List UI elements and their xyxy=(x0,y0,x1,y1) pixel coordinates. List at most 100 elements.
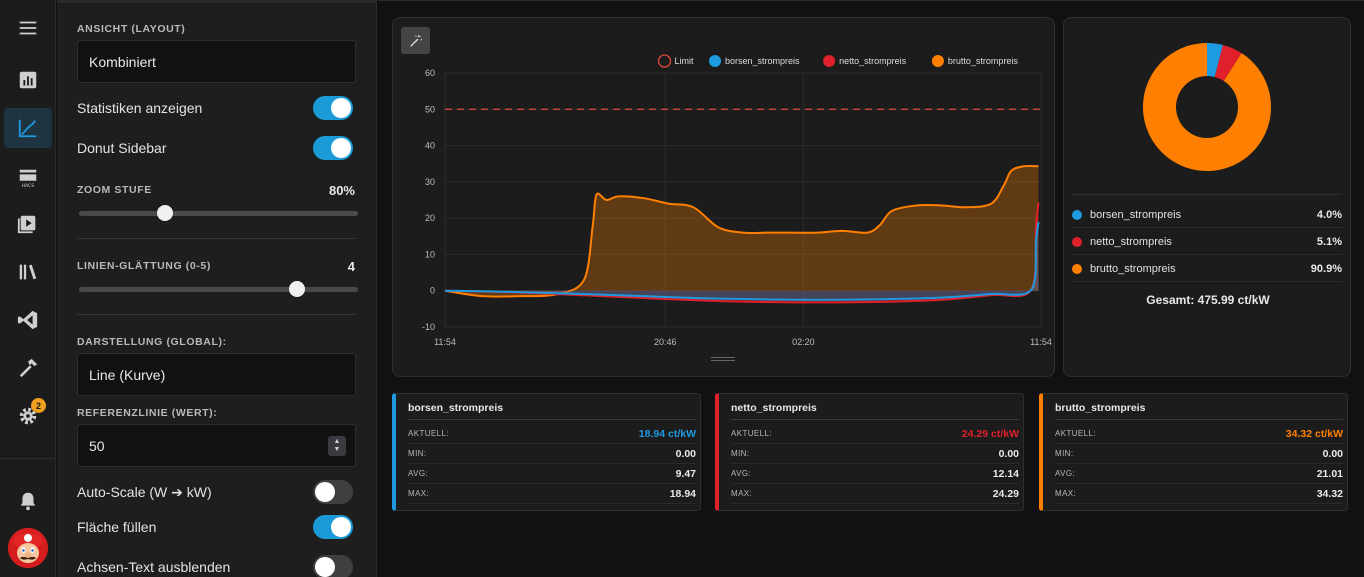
stat-value: 0.00 xyxy=(675,447,696,460)
donut-legend-row: netto_strompreis 5.1% xyxy=(1072,229,1342,255)
y-tick-label: -10 xyxy=(422,322,435,332)
legend-dot xyxy=(1072,263,1082,274)
zoom-slider[interactable] xyxy=(79,205,358,221)
autoscale-toggle[interactable] xyxy=(313,480,353,504)
rail-item-settings[interactable]: 2 xyxy=(4,396,52,436)
rail-item-hacs[interactable]: HACS xyxy=(4,158,52,198)
stat-row: MIN: 0.00 xyxy=(408,444,696,464)
icon-rail: HACS 2 xyxy=(0,0,56,577)
rail-item-developer-tools[interactable] xyxy=(4,348,52,388)
stat-card-title: brutto_strompreis xyxy=(1055,402,1146,414)
stat-key: MIN: xyxy=(731,449,750,458)
borsen_strompreis-line xyxy=(444,221,1040,301)
divider xyxy=(1055,419,1343,420)
show-stats-toggle[interactable] xyxy=(313,96,353,120)
stat-row: MIN: 0.00 xyxy=(1055,444,1343,464)
auto-button[interactable] xyxy=(401,27,430,54)
stat-card-title: netto_strompreis xyxy=(731,402,817,414)
rail-item-energy[interactable] xyxy=(4,60,52,100)
y-tick-label: 0 xyxy=(430,286,435,296)
stat-row: MIN: 0.00 xyxy=(731,444,1019,464)
rail-item-library[interactable] xyxy=(4,252,52,292)
stat-value: 34.32 ct/kW xyxy=(1285,427,1343,440)
rail-item-history[interactable] xyxy=(4,108,52,148)
zoom-label: ZOOM STUFE xyxy=(77,184,152,196)
x-tick-label: 11:54 xyxy=(1030,337,1052,347)
rail-divider xyxy=(0,458,56,459)
display-label: DARSTELLUNG (GLOBAL): xyxy=(77,336,227,348)
brutto_strompreis-slice xyxy=(1143,43,1271,172)
divider xyxy=(731,419,1019,420)
stat-key: MAX: xyxy=(408,489,430,498)
hacs-icon: HACS xyxy=(19,169,37,189)
donut-legend-pct: 5.1% xyxy=(1316,235,1342,248)
stat-key: AVG: xyxy=(731,469,752,478)
stat-value: 0.00 xyxy=(1322,447,1343,460)
stat-key: MIN: xyxy=(1055,449,1074,458)
menu-button[interactable] xyxy=(4,8,52,48)
hide-axis-text-toggle[interactable] xyxy=(313,555,353,577)
main-content: 60 50 40 30 20 10 0 -10 11:54 20:46 02:20 11:54 Lim… xyxy=(378,0,1364,577)
borsen_strompreis-slice xyxy=(1207,43,1223,77)
gear-icon xyxy=(19,407,37,425)
stepper-down-icon[interactable]: ▼ xyxy=(333,446,341,453)
user-avatar[interactable] xyxy=(8,528,48,568)
smoothing-label: LINIEN-GLÄTTUNG (0-5) xyxy=(77,260,211,272)
menu-icon xyxy=(19,21,37,35)
resize-handle[interactable] xyxy=(711,357,735,361)
rail-item-notifications[interactable] xyxy=(4,481,52,521)
legend-label: Limit xyxy=(675,56,695,66)
donut-legend-name: borsen_strompreis xyxy=(1090,208,1182,221)
smoothing-value: 4 xyxy=(347,259,355,274)
layout-select[interactable]: Kombiniert xyxy=(77,40,356,83)
magic-wand-icon xyxy=(409,34,422,47)
bar-chart-icon xyxy=(19,71,37,89)
stat-card-borsen_strompreis: borsen_strompreis AKTUELL: 18.94 ct/kW MIN:… xyxy=(392,393,701,511)
stat-value: 34.32 xyxy=(1316,487,1343,500)
donut-legend-name: netto_strompreis xyxy=(1090,235,1172,248)
stepper-up-icon[interactable]: ▲ xyxy=(333,438,341,445)
stat-value: 21.01 xyxy=(1316,467,1343,480)
stat-key: AVG: xyxy=(408,469,429,478)
toggle-knob xyxy=(331,98,351,118)
stat-row: MAX: 18.94 xyxy=(408,484,696,504)
stat-row: AVG: 21.01 xyxy=(1055,464,1343,484)
donut-sidebar-toggle[interactable] xyxy=(313,136,353,160)
stat-key: MIN: xyxy=(408,449,427,458)
donut-total: Gesamt: 475.99 ct/kW xyxy=(1146,293,1270,307)
brutto_strompreis-line xyxy=(444,164,1039,298)
bell-icon xyxy=(20,492,36,511)
zoom-slider-thumb[interactable] xyxy=(157,205,174,221)
zoom-value: 80% xyxy=(328,183,355,198)
donut-sidebar-label: Donut Sidebar xyxy=(77,140,167,156)
media-icon xyxy=(17,215,36,234)
number-stepper[interactable]: ▲ ▼ xyxy=(328,436,346,456)
rail-item-vscode[interactable] xyxy=(4,300,52,340)
y-tick-label: 50 xyxy=(425,104,435,114)
smoothing-slider[interactable] xyxy=(79,281,358,297)
divider xyxy=(1072,194,1342,195)
stat-row: AVG: 9.47 xyxy=(408,464,696,484)
y-tick-label: 20 xyxy=(425,213,435,223)
display-select[interactable]: Line (Kurve) xyxy=(77,353,356,396)
y-tick-label: 10 xyxy=(425,249,435,259)
x-tick-label: 11:54 xyxy=(434,337,456,347)
stat-card-netto_strompreis: netto_strompreis AKTUELL: 24.29 ct/kW MIN: 0… xyxy=(715,393,1024,511)
rail-item-media[interactable] xyxy=(4,204,52,244)
stat-value: 18.94 xyxy=(669,487,696,500)
fill-area-toggle[interactable] xyxy=(313,515,353,539)
stat-key: MAX: xyxy=(1055,489,1077,498)
divider xyxy=(408,419,696,420)
toggle-knob xyxy=(331,138,351,158)
stat-key: AKTUELL: xyxy=(408,429,449,438)
reference-line-input[interactable]: 50 ▲ ▼ xyxy=(77,424,356,467)
donut-legend-row: brutto_strompreis 90.9% xyxy=(1072,256,1342,282)
stat-value: 24.29 ct/kW xyxy=(961,427,1019,440)
hide-axis-text-label: Achsen-Text ausblenden xyxy=(77,559,231,575)
chart-legend[interactable]: Limit borsen_strompreis netto_strompreis br… xyxy=(657,54,1019,68)
legend-label: borsen_strompreis xyxy=(725,56,800,66)
smoothing-slider-thumb[interactable] xyxy=(288,281,305,297)
brutto_strompreis-area xyxy=(445,165,1039,297)
stat-row: MAX: 24.29 xyxy=(731,484,1019,504)
